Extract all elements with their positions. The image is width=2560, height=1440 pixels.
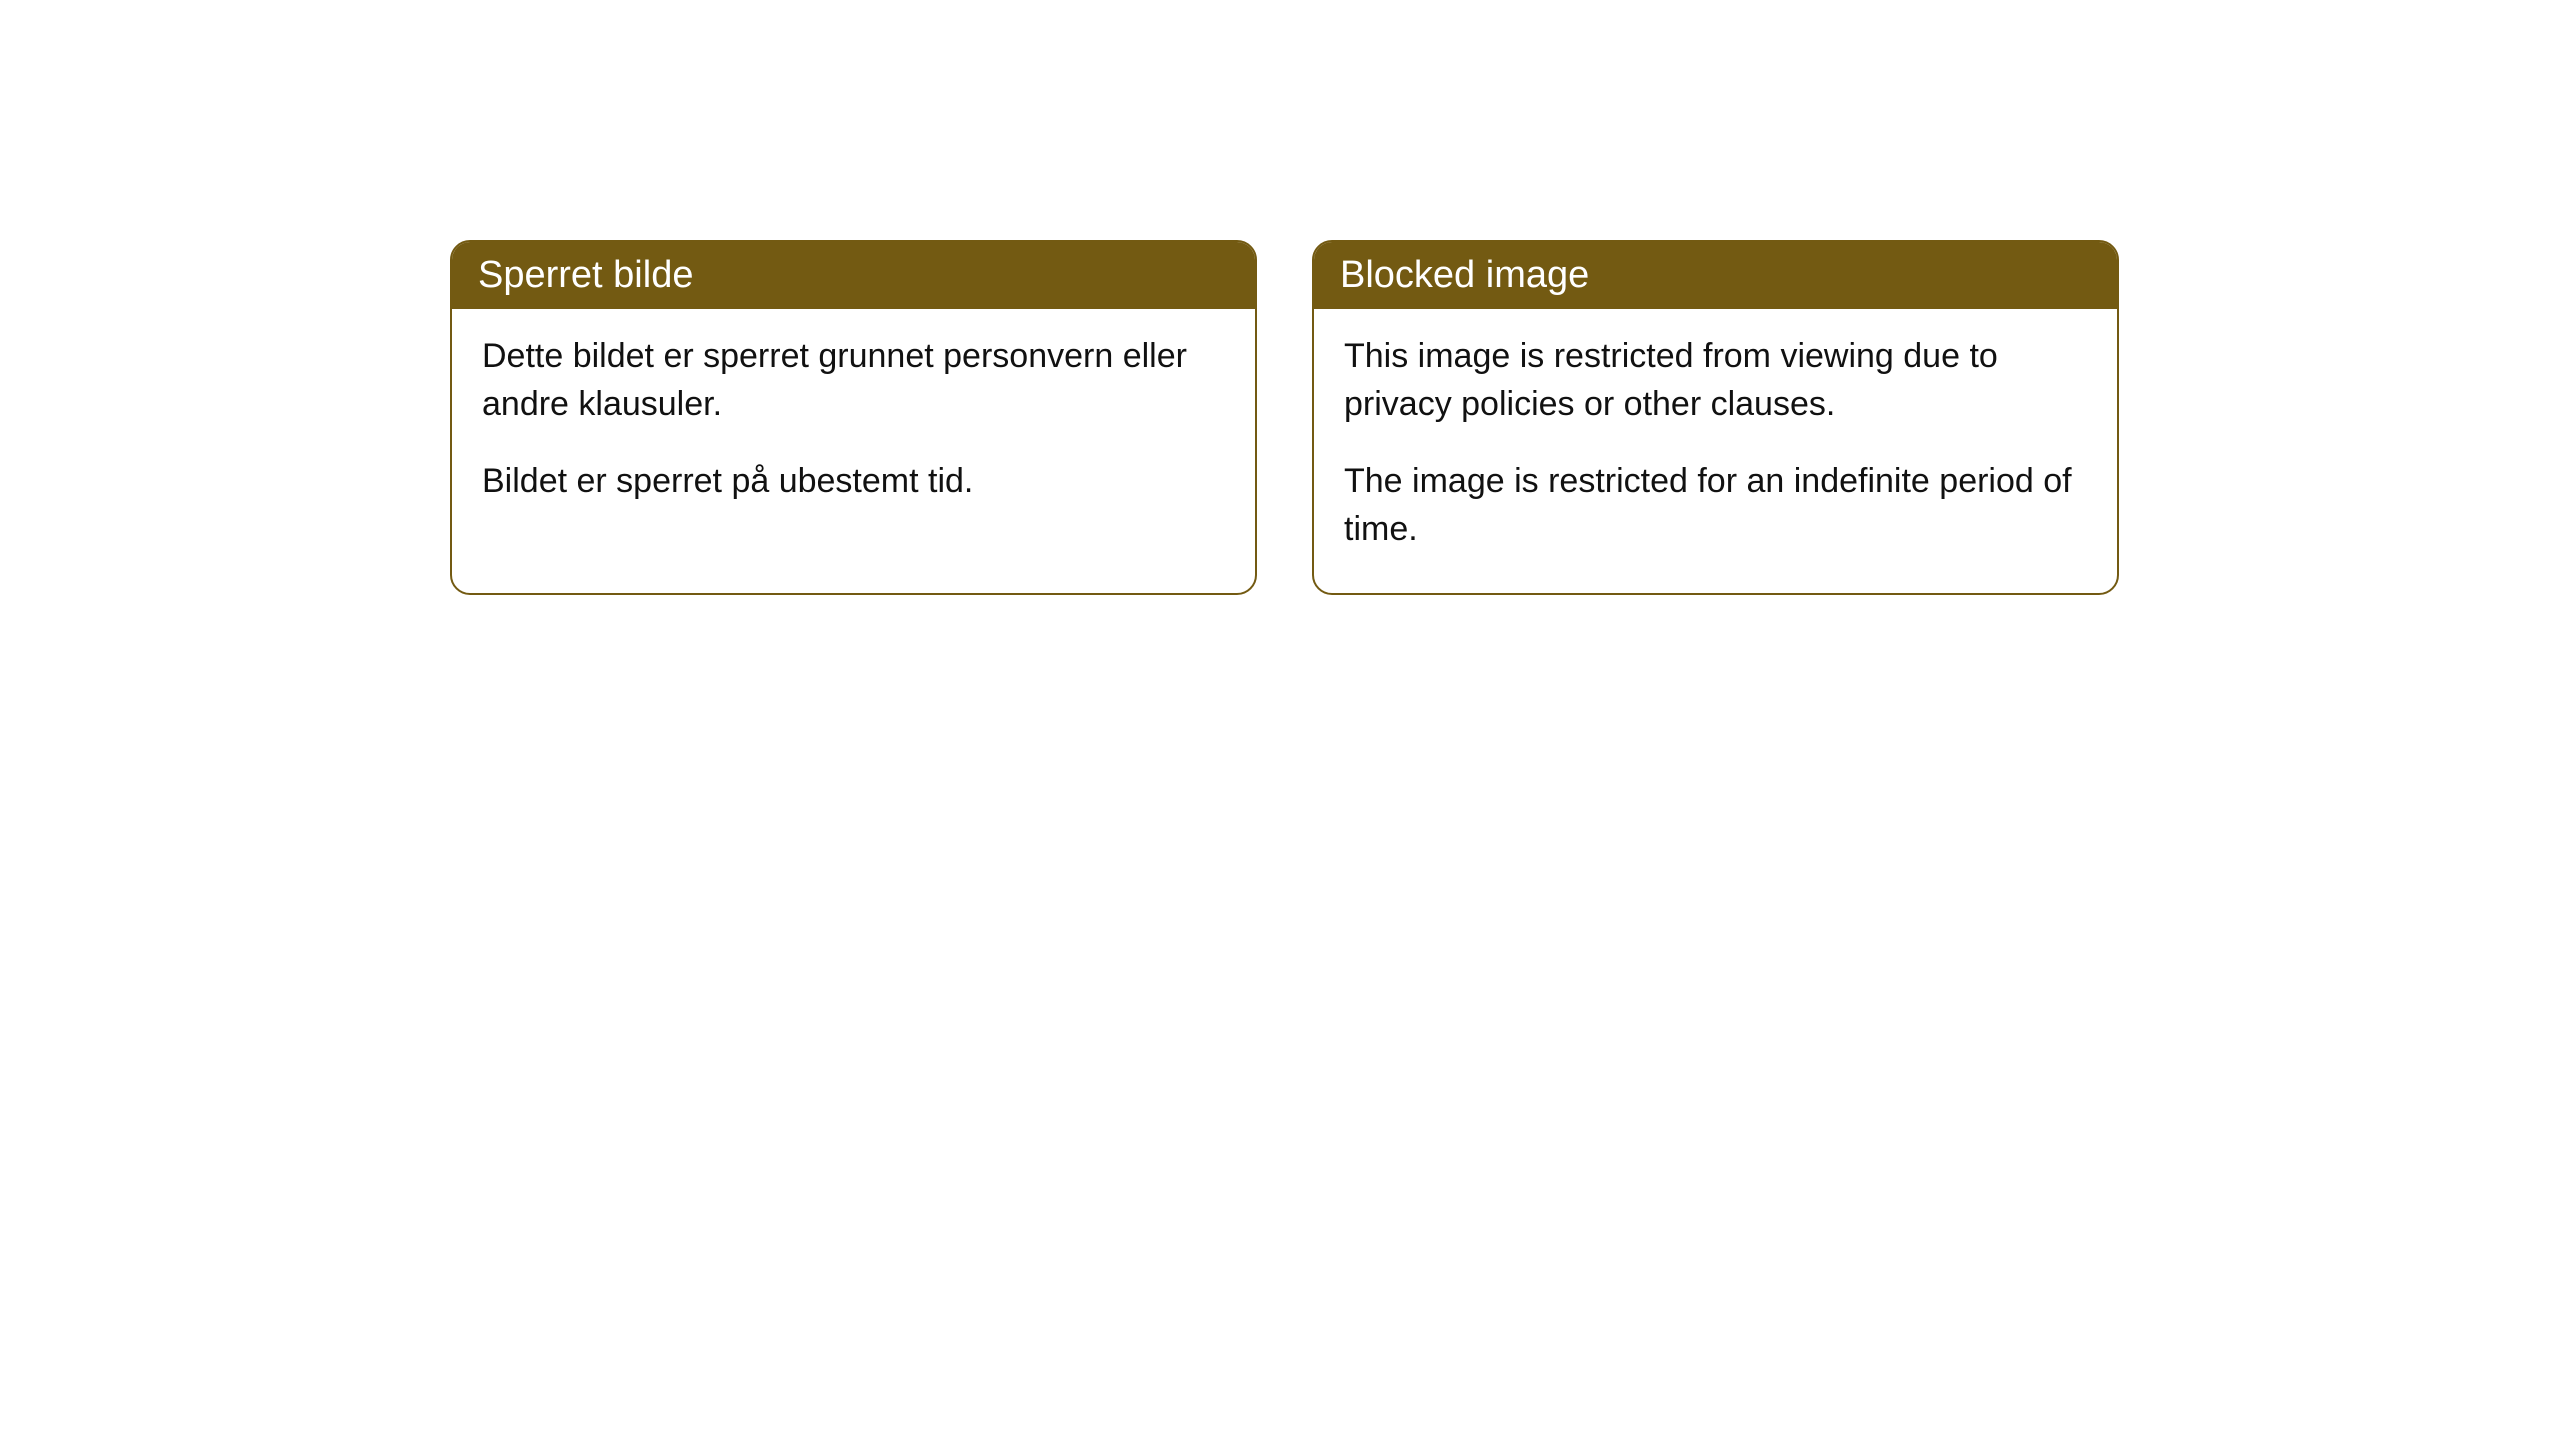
card-paragraph: The image is restricted for an indefinit… [1344, 458, 2087, 553]
card-header: Blocked image [1314, 242, 2117, 309]
card-body: This image is restricted from viewing du… [1314, 309, 2117, 593]
card-body: Dette bildet er sperret grunnet personve… [452, 309, 1255, 546]
card-paragraph: This image is restricted from viewing du… [1344, 333, 2087, 428]
notice-card-norwegian: Sperret bilde Dette bildet er sperret gr… [450, 240, 1257, 595]
card-paragraph: Bildet er sperret på ubestemt tid. [482, 458, 1225, 506]
card-header: Sperret bilde [452, 242, 1255, 309]
card-title: Blocked image [1340, 254, 1589, 296]
notice-card-english: Blocked image This image is restricted f… [1312, 240, 2119, 595]
notice-cards-container: Sperret bilde Dette bildet er sperret gr… [450, 240, 2119, 595]
card-title: Sperret bilde [478, 254, 693, 296]
card-paragraph: Dette bildet er sperret grunnet personve… [482, 333, 1225, 428]
